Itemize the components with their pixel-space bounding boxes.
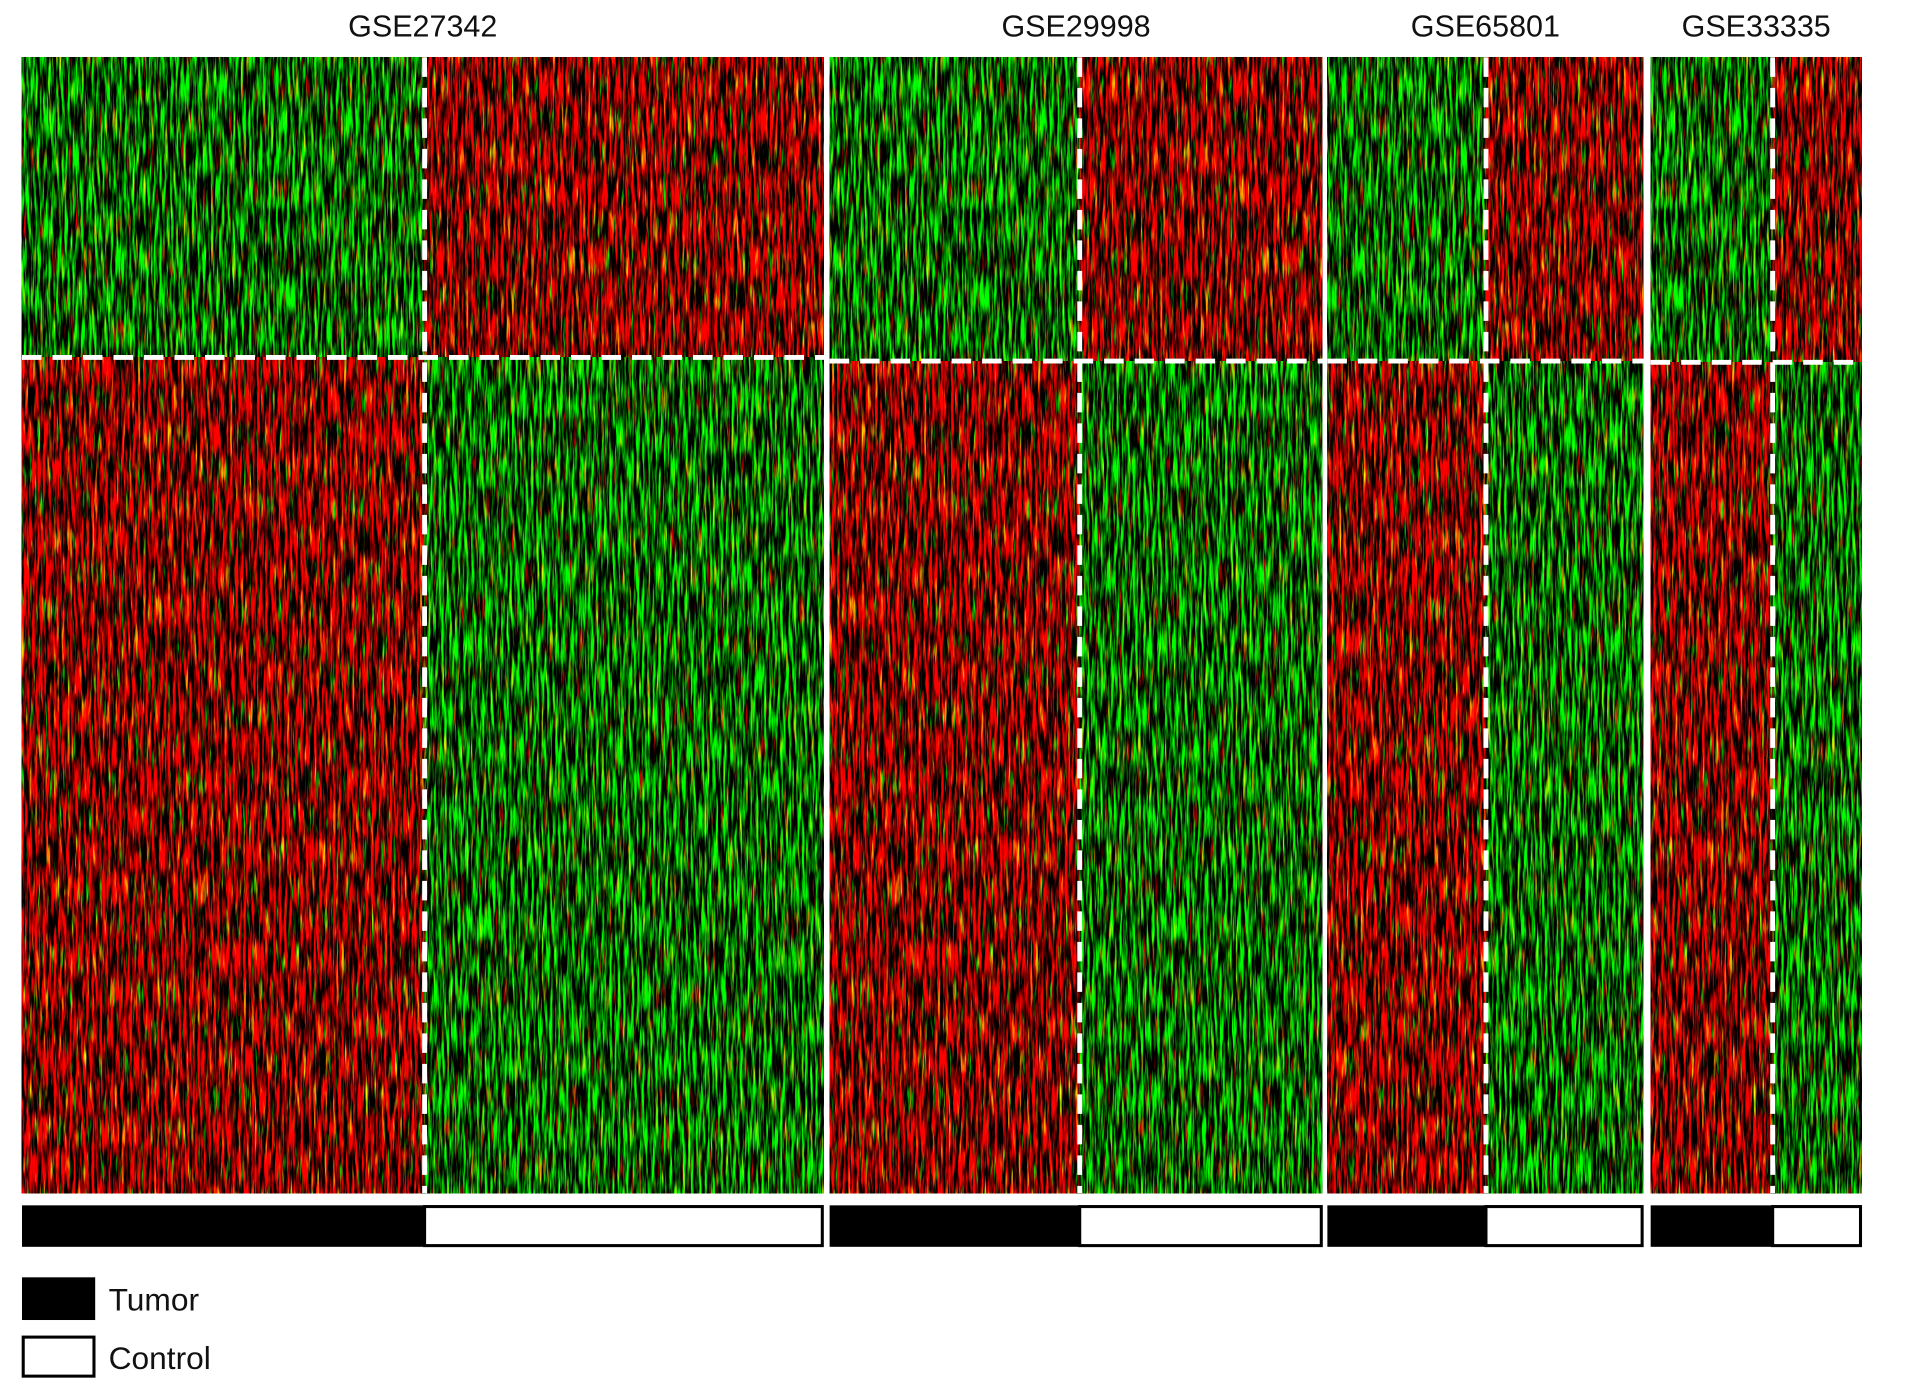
- control-bar: [1484, 1205, 1644, 1248]
- heatmap-block: [1772, 362, 1862, 1194]
- heatmap-block: [1650, 57, 1773, 363]
- tumor-bar: [21, 1205, 425, 1247]
- heatmap-block: [1327, 361, 1486, 1194]
- panels: GSE27342 GSE29998 GSE65801 GSE33335 Tumor Con…: [21, 10, 1867, 1378]
- control-bar: [1771, 1205, 1863, 1248]
- heatmap-block: [1485, 57, 1644, 362]
- control-bar: [1078, 1205, 1323, 1248]
- tumor-bar: [1650, 1205, 1773, 1247]
- tumor-bar: [1327, 1205, 1486, 1247]
- legend-label: Control: [109, 1340, 211, 1376]
- heatmap-block: [1079, 57, 1323, 362]
- heatmap-block: [829, 361, 1080, 1194]
- tumor-bar: [829, 1205, 1080, 1247]
- heatmap-block: [1650, 362, 1773, 1194]
- legend-label: Tumor: [109, 1281, 200, 1317]
- heatmap-block: [1079, 361, 1323, 1194]
- panel-title: GSE33335: [1682, 10, 1831, 44]
- heatmap-block: [1485, 361, 1644, 1194]
- heatmap-block: [21, 57, 425, 358]
- heatmap-block: [1772, 57, 1862, 363]
- heatmap-block: [424, 357, 824, 1194]
- panel-title: GSE29998: [1001, 10, 1150, 44]
- control-bar: [423, 1205, 824, 1248]
- heatmap-block: [829, 57, 1080, 362]
- legend-control-swatch: [21, 1335, 96, 1378]
- panel-title: GSE27342: [348, 10, 497, 44]
- legend-tumor-swatch: [21, 1277, 96, 1321]
- heatmap-block: [1327, 57, 1486, 362]
- heatmap-block: [424, 57, 824, 358]
- heatmap-block: [21, 357, 425, 1194]
- panel-title: GSE65801: [1411, 10, 1560, 44]
